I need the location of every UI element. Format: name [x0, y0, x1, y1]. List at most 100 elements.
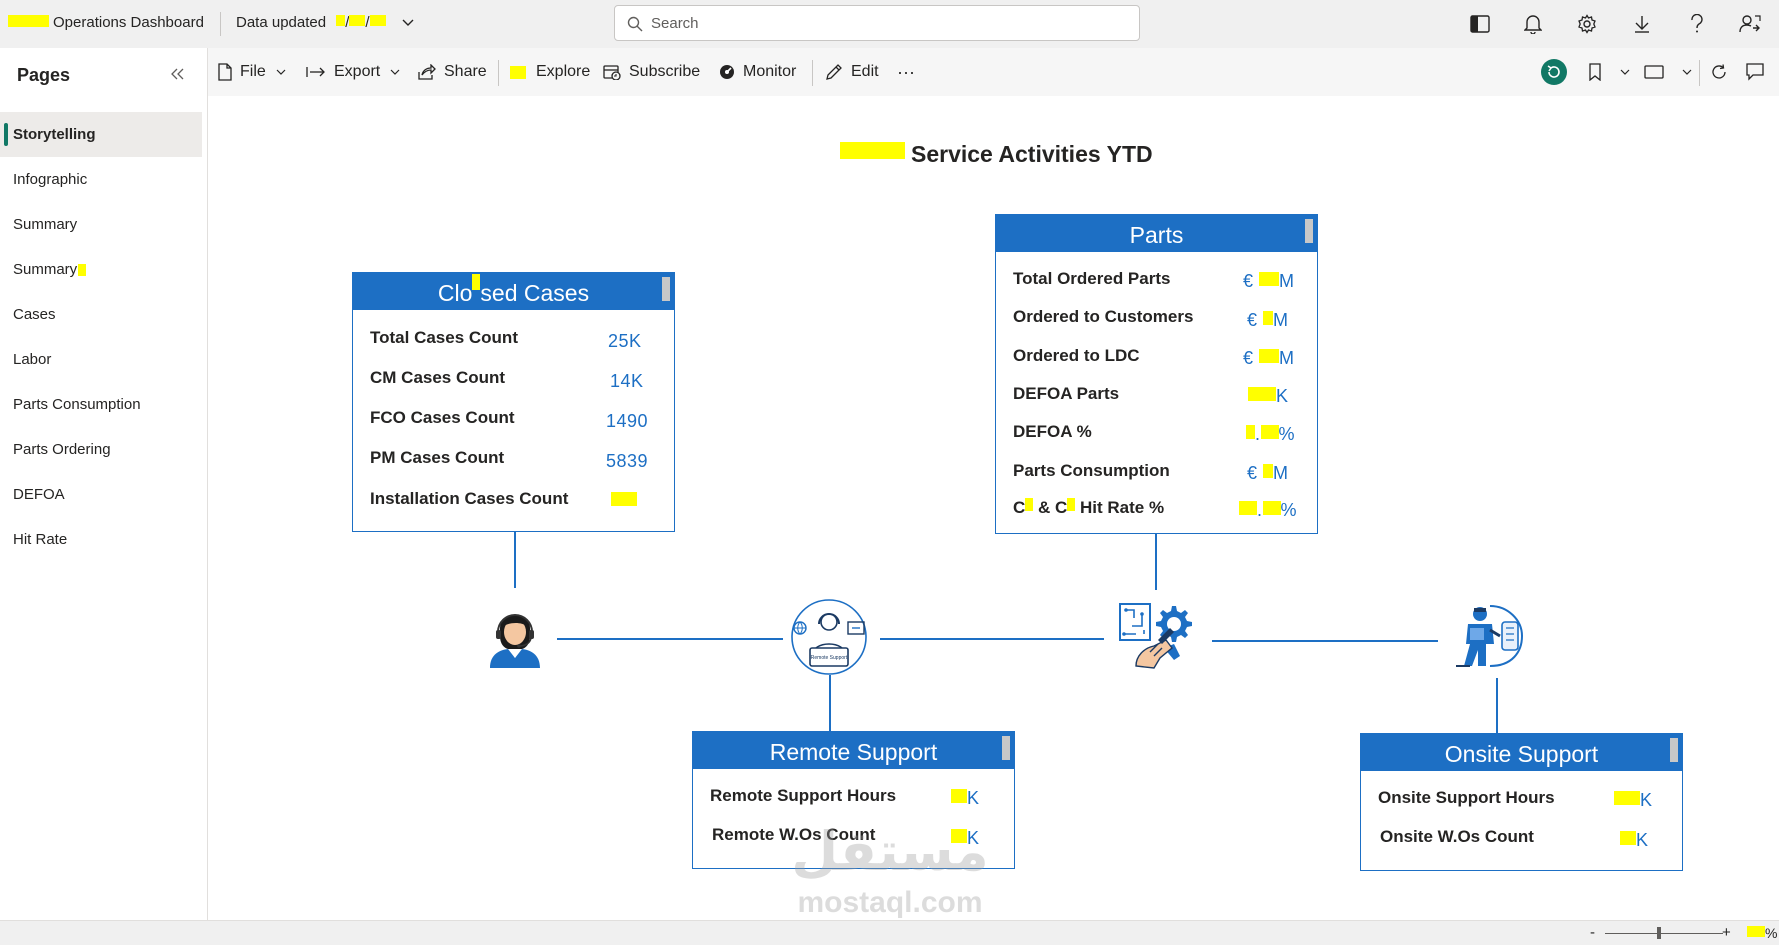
decimal-point: . — [1257, 500, 1263, 520]
reset-button[interactable] — [1541, 48, 1575, 96]
more-icon[interactable]: ··· — [897, 48, 915, 96]
card-scrollbar[interactable] — [1002, 736, 1010, 760]
metric-label: Onsite Support Hours — [1378, 788, 1555, 807]
file-icon — [218, 63, 232, 81]
connector-line — [1212, 640, 1438, 642]
connector-line — [514, 532, 516, 588]
metric-value: . % — [1239, 500, 1297, 521]
edit-label: Edit — [851, 63, 879, 80]
data-updated-dropdown[interactable]: Data updated / / — [236, 14, 414, 31]
file-menu[interactable]: File — [218, 48, 286, 96]
app-name[interactable]: Operations Dashboard — [8, 14, 204, 31]
explore-label: Explore — [536, 63, 591, 80]
metric-value: K — [951, 828, 980, 849]
zoom-percentage[interactable]: % — [1747, 925, 1777, 941]
comment-button[interactable] — [1746, 48, 1772, 96]
metric-value: € M — [1247, 463, 1289, 484]
gear-icon[interactable] — [1575, 12, 1599, 36]
metric-value: . % — [1246, 424, 1295, 445]
metric-label: Onsite W.Os Count — [1380, 827, 1534, 846]
page-item-storytelling[interactable]: Storytelling — [0, 112, 202, 157]
page-item-parts-consumption[interactable]: Parts Consumption — [0, 382, 202, 427]
redaction-mark — [1259, 272, 1280, 286]
search-box[interactable] — [614, 5, 1140, 41]
zoom-out-button[interactable]: - — [1590, 924, 1595, 941]
card-title: Parts — [1129, 222, 1184, 248]
metric-label: Ordered to LDC — [1013, 346, 1140, 365]
download-icon[interactable] — [1630, 12, 1654, 36]
redaction-mark — [1747, 926, 1765, 937]
reset-icon — [1541, 59, 1567, 85]
redaction-mark — [1259, 349, 1280, 363]
view-icon — [1644, 65, 1664, 79]
card-scrollbar[interactable] — [662, 277, 670, 301]
help-icon[interactable] — [1685, 12, 1709, 36]
remote-support-card[interactable]: Remote Support Remote Support Hours K Re… — [692, 731, 1015, 869]
redaction-mark — [1025, 498, 1034, 511]
page-item-summary-2[interactable]: Summary — [0, 247, 202, 292]
zoom-in-label: + — [1722, 924, 1731, 941]
metric-label: CM Cases Count — [370, 368, 506, 387]
share-button[interactable]: Share — [418, 48, 487, 96]
more-label: ··· — [897, 61, 915, 82]
page-item-summary[interactable]: Summary — [0, 202, 202, 247]
subscribe-button[interactable]: Subscribe — [603, 48, 700, 96]
card-title: Remote Support — [769, 739, 938, 765]
redaction-mark — [1263, 311, 1274, 325]
page-item-defoa[interactable]: DEFOA — [0, 472, 202, 517]
date-separator: / — [345, 14, 350, 31]
redaction-mark — [1614, 791, 1640, 805]
card-header: Remote Support — [693, 732, 1014, 769]
page-item-hit-rate[interactable]: Hit Rate — [0, 517, 202, 562]
page-item-labor[interactable]: Labor — [0, 337, 202, 382]
refresh-button[interactable] — [1711, 48, 1735, 96]
edit-button[interactable]: Edit — [825, 48, 879, 96]
chevron-down-icon — [402, 14, 414, 31]
redaction-mark — [951, 829, 967, 843]
collapse-icon[interactable] — [170, 64, 184, 85]
onsite-support-card[interactable]: Onsite Support Onsite Support Hours K On… — [1360, 733, 1683, 871]
page-item-parts-ordering[interactable]: Parts Ordering — [0, 427, 202, 472]
card-header: Onsite Support — [1361, 734, 1682, 771]
view-menu[interactable] — [1644, 48, 1692, 96]
monitor-button[interactable]: Monitor — [719, 48, 796, 96]
parts-gear-icon — [1114, 596, 1196, 679]
connector-line — [880, 638, 1104, 640]
zoom-slider-thumb[interactable] — [1657, 927, 1661, 939]
page-item-label: DEFOA — [13, 486, 65, 503]
search-icon — [627, 16, 643, 32]
metric-value: 5839 — [606, 451, 649, 471]
top-bar: Operations Dashboard Data updated / / — [0, 0, 1779, 48]
card-title-part: Clo — [437, 280, 473, 306]
bookmark-menu[interactable] — [1588, 48, 1630, 96]
unit-suffix: K — [967, 788, 980, 808]
chevron-down-icon — [1620, 69, 1630, 75]
zoom-slider[interactable] — [1605, 933, 1723, 934]
closed-cases-card[interactable]: Clo sed Cases Total Cases Count 25K CM C… — [352, 272, 675, 532]
currency-symbol: € — [1247, 463, 1258, 483]
card-scrollbar[interactable] — [1305, 219, 1313, 243]
page-item-infographic[interactable]: Infographic — [0, 157, 202, 202]
explore-button[interactable]: Explore — [510, 48, 590, 96]
person-share-icon[interactable] — [1738, 12, 1762, 36]
parts-card[interactable]: Parts Total Ordered Parts € M Ordered to… — [995, 214, 1318, 534]
page-item-label: Labor — [13, 351, 52, 368]
app-name-text: Operations Dashboard — [53, 14, 204, 31]
data-updated-label: Data updated — [236, 14, 327, 31]
subscribe-label: Subscribe — [629, 63, 701, 80]
connector-line — [1496, 678, 1498, 733]
search-input[interactable] — [651, 13, 1121, 33]
toolbar-divider — [812, 60, 813, 86]
unit-suffix: M — [1279, 271, 1295, 291]
bookmark-icon — [1589, 63, 1601, 81]
metric-value: K — [1620, 830, 1649, 851]
metric-label: FCO Cases Count — [370, 408, 515, 427]
zoom-in-button[interactable]: + — [1722, 924, 1731, 941]
bell-icon[interactable] — [1521, 12, 1545, 36]
panel-icon[interactable] — [1468, 12, 1492, 36]
page-item-cases[interactable]: Cases — [0, 292, 202, 337]
card-scrollbar[interactable] — [1670, 738, 1678, 762]
export-menu[interactable]: Export — [306, 48, 400, 96]
redaction-mark — [1260, 425, 1279, 439]
metric-value: K — [1248, 386, 1289, 407]
